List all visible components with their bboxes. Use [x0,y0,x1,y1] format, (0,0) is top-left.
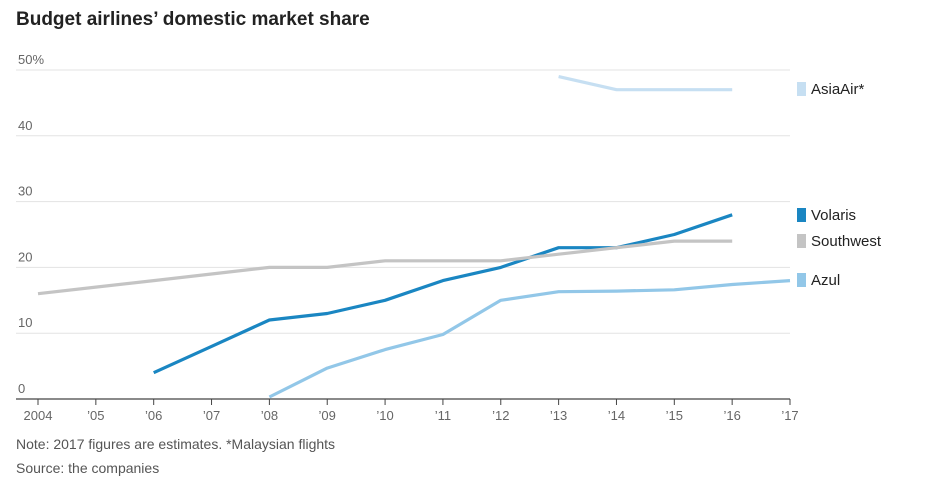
x-tick-label-2013: ’13 [550,408,567,423]
point-volaris-2008 [268,319,271,322]
legend-label-southwest: Southwest [811,233,882,250]
point-volaris-2016 [731,213,734,216]
point-azul-2011 [442,333,445,336]
y-tick-label-30: 30 [18,184,32,199]
point-southwest-2005 [94,286,97,289]
point-asiaair-2016 [731,88,734,91]
point-southwest-2014 [615,246,618,249]
y-tick-label-0: 0 [18,381,25,396]
point-volaris-2010 [384,299,387,302]
x-tick-label-2010: ’10 [376,408,393,423]
point-azul-2010 [384,348,387,351]
legend: AsiaAir* Volaris Southwest Azul [797,81,882,289]
point-asiaair-2015 [673,88,676,91]
x-tick-label-2014: ’14 [608,408,625,423]
point-volaris-2012 [499,266,502,269]
x-tick-label-2016: ’16 [723,408,740,423]
y-axis-ticks: 0 10 20 30 40 50% [18,52,44,396]
y-tick-label-40: 40 [18,118,32,133]
x-tick-label-2006: ’06 [145,408,162,423]
chart-title: Budget airlines’ domestic market share [16,9,370,30]
point-southwest-2009 [326,266,329,269]
point-azul-2012 [499,299,502,302]
chart-source: Source: the companies [16,460,160,476]
legend-label-volaris: Volaris [811,207,856,224]
series-line-azul [268,279,791,399]
point-southwest-2007 [210,273,213,276]
line-chart: 0 10 20 30 40 50% 2004 ’05 ’06 ’07 ’08 ’09 ’10 ’11 ’1… [16,52,882,423]
point-azul-2016 [731,283,734,286]
legend-swatch-asiaair [797,82,806,96]
point-azul-2015 [673,288,676,291]
point-volaris-2015 [673,233,676,236]
point-southwest-2006 [152,279,155,282]
point-southwest-2012 [499,259,502,262]
point-southwest-2010 [384,259,387,262]
point-asiaair-2014 [615,88,618,91]
legend-label-azul: Azul [811,272,840,289]
series-line-asiaair [558,75,733,92]
point-azul-2008 [268,396,271,399]
point-volaris-2011 [442,279,445,282]
point-southwest-2011 [442,259,445,262]
point-southwest-2004 [37,292,40,295]
x-tick-label-2004: 2004 [24,408,53,423]
point-azul-2014 [615,290,618,293]
x-tick-label-2008: ’08 [261,408,278,423]
point-azul-2017 [789,279,792,282]
x-tick-label-2012: ’12 [492,408,509,423]
x-tick-label-2009: ’09 [319,408,336,423]
legend-swatch-volaris [797,208,806,222]
gridlines [16,69,790,334]
point-volaris-2013 [557,246,560,249]
y-tick-label-10: 10 [18,315,32,330]
x-tick-label-2005: ’05 [87,408,104,423]
x-axis: 2004 ’05 ’06 ’07 ’08 ’09 ’10 ’11 ’12 ’13 ’14 ’15 ’16… [16,398,799,423]
point-asiaair-2013 [557,75,560,78]
legend-swatch-azul [797,273,806,287]
y-tick-label-20: 20 [18,249,32,264]
x-tick-label-2011: ’11 [435,408,451,423]
series-line-southwest [37,239,733,296]
point-volaris-2007 [210,345,213,348]
series-lines [37,75,792,399]
x-tick-label-2015: ’15 [666,408,683,423]
point-southwest-2016 [731,240,734,243]
point-volaris-2006 [152,371,155,374]
series-line-volaris [153,213,733,375]
chart-note: Note: 2017 figures are estimates. *Malay… [16,436,336,452]
legend-swatch-southwest [797,234,806,248]
legend-label-asiaair: AsiaAir* [811,81,865,98]
y-tick-label-50: 50% [18,52,44,67]
point-volaris-2009 [326,312,329,315]
x-tick-label-2007: ’07 [203,408,220,423]
point-southwest-2015 [673,240,676,243]
point-southwest-2008 [268,266,271,269]
x-tick-label-2017: ’17 [781,408,798,423]
point-southwest-2013 [557,253,560,256]
point-azul-2009 [326,367,329,370]
point-azul-2013 [557,290,560,293]
